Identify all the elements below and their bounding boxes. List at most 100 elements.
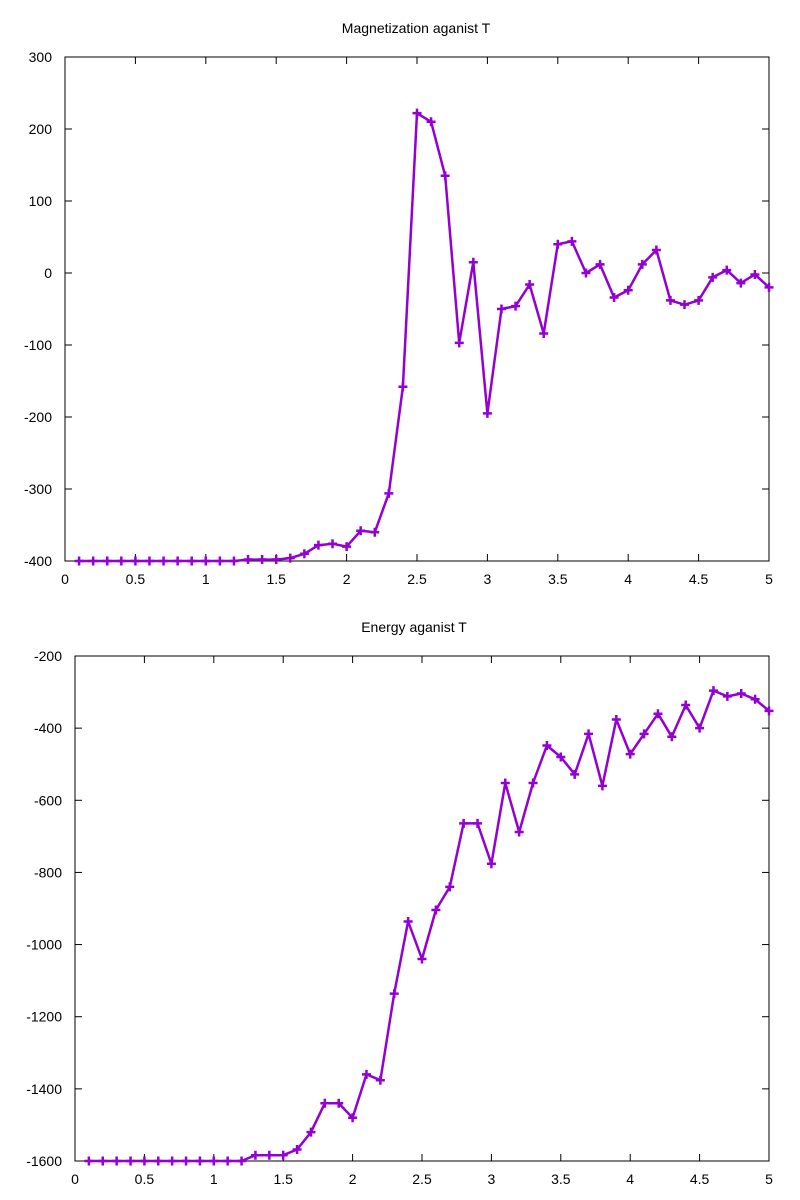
data-point (306, 1127, 316, 1137)
data-point (187, 556, 197, 566)
data-point (708, 686, 718, 696)
data-point (201, 556, 211, 566)
y-tick-label: -1200 (26, 1009, 62, 1025)
x-tick-label: 5 (765, 1171, 773, 1187)
plot-frame (74, 655, 770, 1162)
data-point (468, 257, 478, 267)
data-point (708, 272, 718, 282)
data-point (496, 304, 506, 314)
x-tick-label: 1 (210, 1171, 218, 1187)
data-point (528, 778, 538, 788)
x-tick-label: 4.5 (690, 1171, 710, 1187)
data-series (84, 686, 774, 1166)
data-point (440, 171, 450, 181)
data-point (764, 706, 774, 716)
y-tick-label: -800 (34, 864, 62, 880)
data-point (570, 769, 580, 779)
y-tick-label: 200 (29, 121, 53, 137)
data-point (609, 292, 619, 302)
data-point (764, 282, 774, 292)
x-axis: 0 0.5 1 1.5 2 2.5 3 3.5 4 4.5 5 (61, 57, 773, 587)
data-point (736, 689, 746, 699)
x-tick-label: 3.5 (551, 1171, 571, 1187)
x-tick-label: 5 (765, 571, 773, 587)
data-point (454, 338, 464, 348)
data-point (215, 556, 225, 566)
data-point (722, 265, 732, 275)
data-point (695, 723, 705, 733)
data-point (126, 1156, 136, 1166)
data-point (665, 295, 675, 305)
data-point (514, 827, 524, 837)
data-point (581, 268, 591, 278)
data-point (181, 1156, 191, 1166)
data-point (334, 1098, 344, 1108)
data-point (257, 555, 267, 565)
y-tick-label: -1400 (26, 1081, 62, 1097)
data-point (412, 108, 422, 118)
data-point (431, 905, 441, 915)
data-point (639, 729, 649, 739)
data-point (102, 556, 112, 566)
series-line (88, 689, 770, 1163)
x-tick-label: 1 (202, 571, 210, 587)
data-point (597, 781, 607, 791)
data-point (736, 278, 746, 288)
data-point (398, 382, 408, 392)
x-tick-label: 2 (349, 1171, 357, 1187)
data-point (459, 818, 469, 828)
data-point (595, 259, 605, 269)
data-point (389, 989, 399, 999)
x-tick-label: 0 (61, 571, 69, 587)
data-point (116, 556, 126, 566)
data-point (482, 408, 492, 418)
y-tick-label: -300 (24, 481, 52, 497)
data-point (651, 245, 661, 255)
y-tick-label: -200 (34, 648, 62, 664)
data-point (342, 542, 352, 552)
data-point (195, 1156, 205, 1166)
data-point (139, 1156, 149, 1166)
data-point (237, 1156, 247, 1166)
data-point (209, 1156, 219, 1166)
x-tick-label: 2.5 (407, 571, 427, 587)
data-point (299, 549, 309, 559)
data-point (278, 1150, 288, 1160)
data-point (320, 1098, 330, 1108)
data-point (403, 916, 413, 926)
magnetization-chart: Magnetization aganist T -400 -300 -200 -100… (24, 20, 774, 587)
y-tick-label: -400 (24, 553, 52, 569)
data-point (486, 859, 496, 869)
x-tick-label: 1.5 (266, 571, 286, 587)
data-point (681, 700, 691, 710)
data-point (159, 556, 169, 566)
chart-title: Energy aganist T (361, 619, 467, 635)
data-point (584, 729, 594, 739)
x-tick-label: 4 (626, 1171, 634, 1187)
x-tick-label: 3 (484, 571, 492, 587)
y-tick-label: -200 (24, 409, 52, 425)
data-point (229, 556, 239, 566)
data-point (74, 556, 84, 566)
data-point (167, 1156, 177, 1166)
data-point (144, 556, 154, 566)
data-point (539, 328, 549, 338)
x-tick-label: 0 (71, 1171, 79, 1187)
data-point (223, 1156, 233, 1166)
data-point (250, 1150, 260, 1160)
y-tick-label: -1600 (26, 1153, 62, 1169)
data-point (417, 954, 427, 964)
data-point (130, 556, 140, 566)
series-line (79, 111, 770, 563)
data-series (74, 108, 774, 566)
data-point (680, 300, 690, 310)
data-point (567, 236, 577, 246)
x-tick-label: 0.5 (135, 1171, 155, 1187)
data-point (375, 1075, 385, 1085)
data-point (525, 280, 535, 290)
data-point (356, 526, 366, 536)
y-tick-label: 0 (44, 265, 52, 281)
data-point (88, 556, 98, 566)
y-tick-label: 300 (29, 49, 53, 65)
